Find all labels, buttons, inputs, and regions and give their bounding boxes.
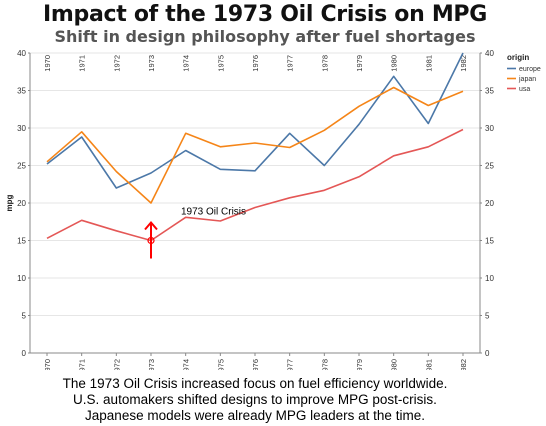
footnote-line-3: Japanese models were already MPG leaders… <box>85 408 425 423</box>
x-tick-label-top: 1982 <box>459 55 468 72</box>
x-tick-label-top: 1973 <box>147 55 156 72</box>
x-tick-label-bottom: 1980 <box>390 359 399 370</box>
x-tick-label-bottom: 1981 <box>424 359 433 370</box>
y-tick-label-right: 5 <box>485 312 490 321</box>
y-tick-label-left: 30 <box>17 124 26 133</box>
axes: 0 0 5 5 10 10 15 15 20 20 25 25 30 30 35 35 40 40 1970 1970… <box>5 49 494 370</box>
series-lines <box>46 52 464 242</box>
chart-title: Impact of the 1973 Oil Crisis on MPG <box>43 2 487 27</box>
footnote-line-1: The 1973 Oil Crisis increased focus on f… <box>62 376 448 391</box>
legend-label-europe: europe <box>519 66 541 73</box>
x-tick-label-bottom: 1979 <box>355 359 364 370</box>
legend-title: origin <box>507 53 529 62</box>
x-tick-label-top: 1976 <box>251 55 260 72</box>
y-tick-label-right: 20 <box>485 199 494 208</box>
legend: origin europe japan usa <box>507 53 541 93</box>
y-tick-label-left: 25 <box>17 162 26 171</box>
series-line-japan <box>46 86 464 204</box>
annotation-arrow-head <box>144 220 158 231</box>
x-tick-label-top: 1972 <box>112 55 121 72</box>
x-tick-label-bottom: 1970 <box>43 359 52 370</box>
x-tick-label-bottom: 1978 <box>320 359 329 370</box>
x-tick-label-bottom: 1975 <box>216 359 225 370</box>
x-tick-label-bottom: 1976 <box>251 359 260 370</box>
y-tick-label-left: 0 <box>22 349 27 358</box>
x-tick-label-top: 1980 <box>390 55 399 72</box>
y-tick-label-right: 25 <box>485 162 494 171</box>
y-tick-label-left: 35 <box>17 87 26 96</box>
series-line-europe <box>46 52 464 189</box>
x-tick-label-bottom: 1973 <box>147 359 156 370</box>
legend-label-japan: japan <box>518 76 536 83</box>
y-tick-label-left: 10 <box>17 274 26 283</box>
y-tick-label-right: 15 <box>485 237 494 246</box>
x-tick-label-bottom: 1977 <box>286 359 295 370</box>
x-tick-label-bottom: 1974 <box>182 359 191 370</box>
x-tick-label-top: 1974 <box>182 55 191 72</box>
y-tick-label-right: 35 <box>485 87 494 96</box>
x-tick-label-bottom: 1982 <box>459 359 468 370</box>
annotation: 1973 Oil Crisis <box>144 207 246 259</box>
x-tick-label-top: 1975 <box>216 55 225 72</box>
legend-label-usa: usa <box>519 86 530 93</box>
y-tick-label-left: 20 <box>17 199 26 208</box>
line-chart: 0 0 5 5 10 10 15 15 20 20 25 25 30 30 35 35 40 40 1970 1970… <box>5 49 541 370</box>
annotation-label: 1973 Oil Crisis <box>181 207 246 218</box>
chart-subtitle: Shift in design philosophy after fuel sh… <box>54 27 476 46</box>
footnote-line-2: U.S. automakers shifted designs to impro… <box>73 392 437 407</box>
y-tick-label-left: 40 <box>17 49 26 58</box>
series-line-usa <box>46 128 464 242</box>
x-tick-label-top: 1978 <box>320 55 329 72</box>
x-tick-label-top: 1970 <box>43 55 52 72</box>
y-tick-label-right: 40 <box>485 49 494 58</box>
x-tick-label-bottom: 1971 <box>78 359 87 370</box>
footnote: The 1973 Oil Crisis increased focus on f… <box>0 376 510 424</box>
y-tick-label-right: 10 <box>485 274 494 283</box>
y-tick-label-right: 0 <box>485 349 490 358</box>
x-tick-label-bottom: 1972 <box>112 359 121 370</box>
y-axis-title: mpg <box>5 194 14 211</box>
y-tick-label-left: 5 <box>22 312 27 321</box>
x-tick-label-top: 1981 <box>424 55 433 72</box>
x-tick-label-top: 1971 <box>78 55 87 72</box>
x-tick-label-top: 1979 <box>355 55 364 72</box>
x-tick-label-top: 1977 <box>286 55 295 72</box>
y-tick-label-left: 15 <box>17 237 26 246</box>
y-tick-label-right: 30 <box>485 124 494 133</box>
